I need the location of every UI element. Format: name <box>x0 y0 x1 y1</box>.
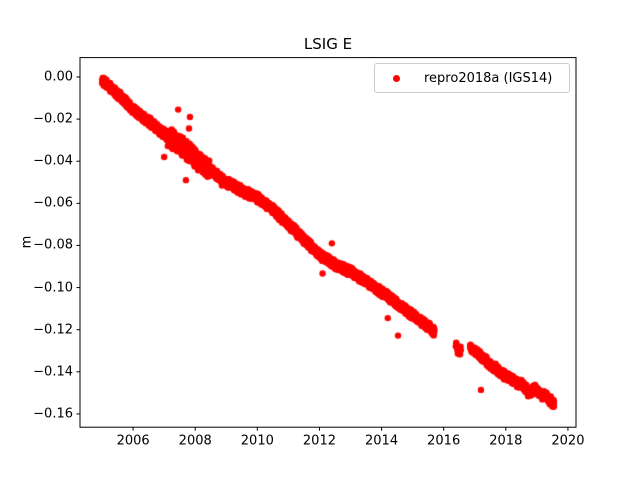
legend-label: repro2018a (IGS14) <box>424 70 553 86</box>
y-tick-label: −0.08 <box>33 237 73 253</box>
chart-title: LSIG E <box>303 35 353 53</box>
x-tick-label: 2014 <box>365 433 399 449</box>
tick-marks <box>76 76 569 431</box>
y-tick-label: −0.16 <box>33 406 73 422</box>
y-tick-label: −0.14 <box>33 364 73 380</box>
x-tick-label: 2010 <box>240 433 274 449</box>
y-tick-label: −0.04 <box>33 153 73 169</box>
x-tick-label: 2018 <box>489 433 523 449</box>
legend-marker-dot-icon <box>393 74 400 82</box>
legend: repro2018a (IGS14) <box>374 63 570 93</box>
y-tick-label: −0.10 <box>33 280 73 296</box>
x-tick-label: 2020 <box>551 433 585 449</box>
y-tick-label: −0.06 <box>33 195 73 211</box>
y-tick-label: −0.12 <box>33 322 73 338</box>
x-tick-label: 2016 <box>427 433 461 449</box>
x-tick-label: 2008 <box>178 433 212 449</box>
x-tick-label: 2012 <box>302 433 336 449</box>
y-tick-label: 0.00 <box>44 69 73 85</box>
y-tick-label: −0.02 <box>33 111 73 127</box>
plot-frame <box>79 57 577 428</box>
x-tick-label: 2006 <box>116 433 150 449</box>
